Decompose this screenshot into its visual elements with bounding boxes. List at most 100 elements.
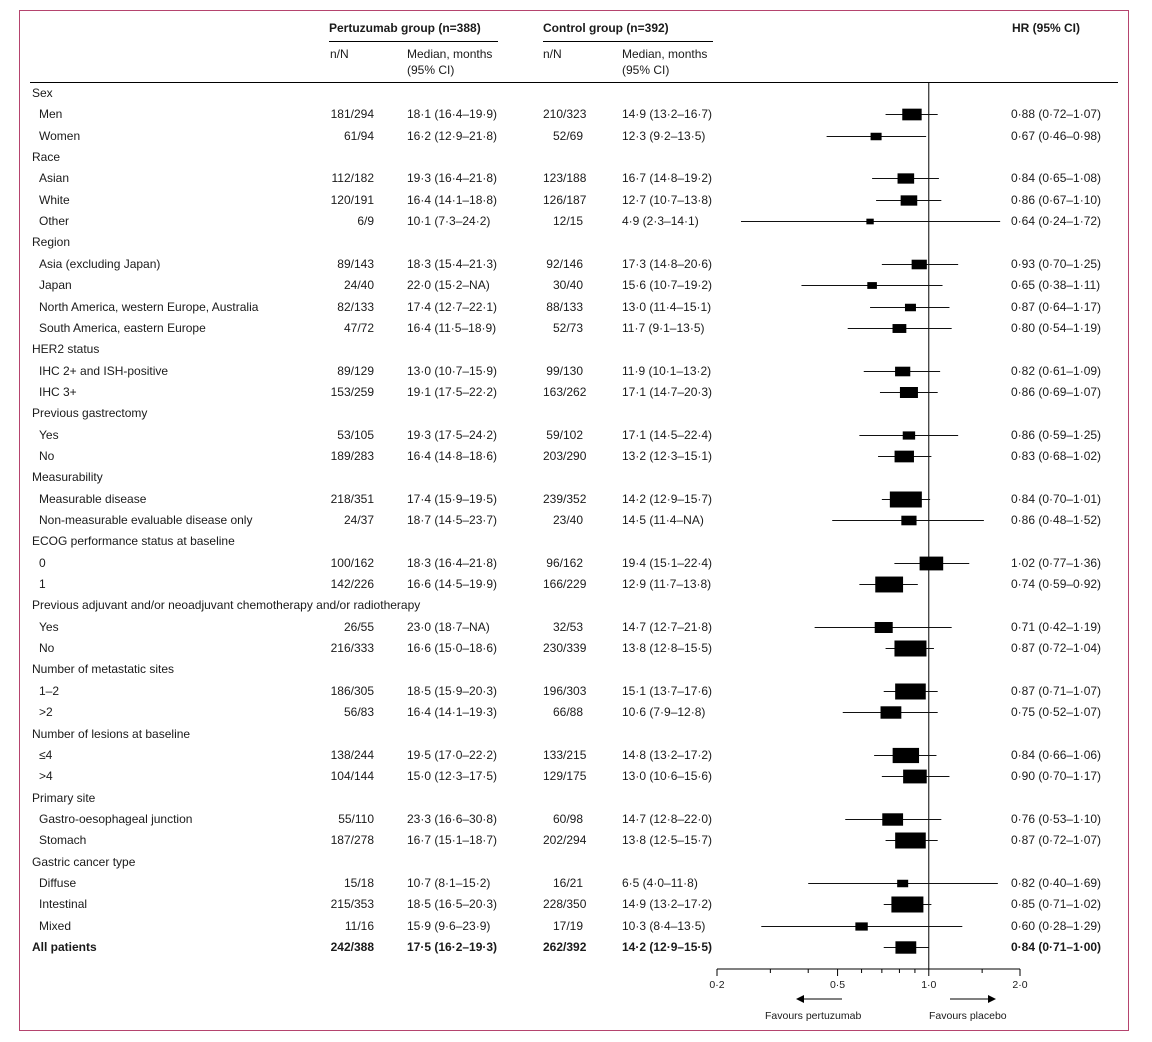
hr-point-estimate	[900, 195, 918, 206]
pertuzumab-events: 61/94	[343, 129, 374, 143]
pertuzumab-events: 242/388	[330, 940, 374, 954]
pertuzumab-median: 19·1 (17·5–22·2)	[407, 385, 498, 399]
control-events: 30/40	[552, 278, 583, 292]
control-events: 163/262	[543, 385, 587, 399]
control-events: 17/19	[552, 919, 583, 933]
subgroup-label: Measurable disease	[39, 492, 147, 506]
control-median: 15·1 (13·7–17·6)	[622, 684, 713, 698]
control-median: 14·9 (13·2–16·7)	[622, 107, 713, 121]
control-median: 14·5 (11·4–NA)	[622, 513, 704, 527]
pertuzumab-median: 13·0 (10·7–15·9)	[407, 364, 498, 378]
control-median: 17·1 (14·7–20·3)	[622, 385, 713, 399]
pertuzumab-median-header: Median, months (95% CI)	[407, 46, 492, 78]
hazard-ratio-text: 0·74 (0·59–0·92)	[1011, 577, 1102, 591]
subgroup-label: 0	[39, 556, 46, 570]
pertuzumab-events: 15/18	[343, 876, 374, 890]
hr-point-estimate	[911, 259, 927, 270]
control-events: 52/69	[552, 129, 583, 143]
hazard-ratio-text: 0·85 (0·71–1·02)	[1011, 897, 1102, 911]
control-events: 126/187	[543, 193, 587, 207]
subgroup-label: 1	[39, 577, 46, 591]
subgroup-label: Non-measurable evaluable disease only	[39, 513, 253, 527]
hr-point-estimate	[895, 366, 911, 377]
pertuzumab-median: 16·4 (14·8–18·6)	[407, 449, 498, 463]
pertuzumab-events: 47/72	[343, 321, 374, 335]
pertuzumab-events: 142/226	[330, 577, 374, 591]
control-events: 129/175	[543, 769, 587, 783]
pertuzumab-median: 19·3 (16·4–21·8)	[407, 171, 498, 185]
control-events: 59/102	[546, 428, 583, 442]
pertuzumab-events: 82/133	[337, 300, 374, 314]
favours-left-arrow-head	[796, 995, 804, 1003]
pertuzumab-median: 10·1 (7·3–24·2)	[407, 214, 491, 228]
subgroup-heading: Previous adjuvant and/or neoadjuvant che…	[32, 598, 421, 612]
subgroup-heading: Region	[32, 235, 71, 249]
pertuzumab-events: 89/143	[337, 257, 374, 271]
control-events: 202/294	[543, 833, 587, 847]
control-median: 17·1 (14·5–22·4)	[622, 428, 713, 442]
subgroup-heading: Number of lesions at baseline	[32, 727, 191, 741]
pertuzumab-events: 89/129	[337, 364, 374, 378]
median-header-line1: Median, months	[622, 47, 708, 61]
hazard-ratio-text: 0·84 (0·71–1·00)	[1011, 940, 1102, 954]
hr-point-estimate	[902, 431, 916, 440]
control-median: 6·5 (4·0–11·8)	[622, 876, 698, 890]
pertuzumab-events: 24/37	[343, 513, 374, 527]
x-tick-label: 1·0	[921, 979, 936, 991]
control-events: 196/303	[543, 684, 587, 698]
control-median: 13·0 (11·4–15·1)	[622, 300, 712, 314]
pertuzumab-median: 15·9 (9·6–23·9)	[407, 919, 491, 933]
hr-point-estimate	[897, 879, 909, 888]
hazard-ratio-text: 0·87 (0·64–1·17)	[1011, 300, 1102, 314]
pertuzumab-median: 17·4 (15·9–19·5)	[407, 492, 498, 506]
pertuzumab-events: 215/353	[330, 897, 374, 911]
control-median: 16·7 (14·8–19·2)	[622, 171, 713, 185]
control-median: 13·0 (10·6–15·6)	[622, 769, 713, 783]
hazard-ratio-text: 0·80 (0·54–1·19)	[1011, 321, 1102, 335]
control-events: 32/53	[552, 620, 583, 634]
hr-point-estimate	[870, 132, 882, 141]
figure-frame	[19, 10, 1129, 1031]
hazard-ratio-text: 0·82 (0·40–1·69)	[1011, 876, 1102, 890]
hazard-ratio-text: 0·84 (0·70–1·01)	[1011, 492, 1102, 506]
subgroup-label: >4	[39, 769, 53, 783]
subgroup-heading: Number of metastatic sites	[32, 662, 175, 676]
hazard-ratio-text: 0·86 (0·48–1·52)	[1011, 513, 1102, 527]
pertuzumab-median: 16·2 (12·9–21·8)	[407, 129, 498, 143]
hr-point-estimate	[895, 941, 917, 954]
subgroup-heading: Previous gastrectomy	[32, 406, 148, 420]
control-median: 12·9 (11·7–13·8)	[622, 577, 712, 591]
subgroup-label: Yes	[39, 620, 59, 634]
pertuzumab-events: 153/259	[330, 385, 374, 399]
hr-point-estimate	[901, 515, 917, 526]
hazard-ratio-text: 1·02 (0·77–1·36)	[1011, 556, 1102, 570]
pertuzumab-events: 186/305	[330, 684, 374, 698]
control-header-rule	[543, 41, 713, 42]
hazard-ratio-text: 0·71 (0·42–1·19)	[1011, 620, 1102, 634]
hazard-ratio-text: 0·84 (0·66–1·06)	[1011, 748, 1102, 762]
pertuzumab-events: 24/40	[343, 278, 374, 292]
control-events: 262/392	[543, 940, 587, 954]
subgroup-label: >2	[39, 705, 53, 719]
control-median: 14·2 (12·9–15·5)	[622, 940, 713, 954]
subgroup-label: No	[39, 641, 55, 655]
control-median: 14·7 (12·8–22·0)	[622, 812, 713, 826]
pertuzumab-median: 23·3 (16·6–30·8)	[407, 812, 498, 826]
pertuzumab-median: 18·5 (15·9–20·3)	[407, 684, 498, 698]
pertuzumab-median: 19·3 (17·5–24·2)	[407, 428, 498, 442]
hazard-ratio-text: 0·86 (0·69–1·07)	[1011, 385, 1102, 399]
control-median: 4·9 (2·3–14·1)	[622, 214, 699, 228]
hr-point-estimate	[897, 173, 915, 184]
control-median: 14·9 (13·2–17·2)	[622, 897, 713, 911]
median-header-line2: (95% CI)	[407, 63, 455, 77]
subgroup-heading: HER2 status	[32, 342, 100, 356]
pertuzumab-median: 15·0 (12·3–17·5)	[407, 769, 498, 783]
pertuzumab-median: 17·4 (12·7–22·1)	[407, 300, 498, 314]
hr-point-estimate	[894, 640, 927, 657]
hr-point-estimate	[892, 747, 920, 764]
pertuzumab-events: 53/105	[337, 428, 374, 442]
pertuzumab-group-header: Pertuzumab group (n=388)	[329, 21, 481, 35]
subgroup-label: Diffuse	[39, 876, 77, 890]
hazard-ratio-text: 0·65 (0·38–1·11)	[1011, 278, 1101, 292]
